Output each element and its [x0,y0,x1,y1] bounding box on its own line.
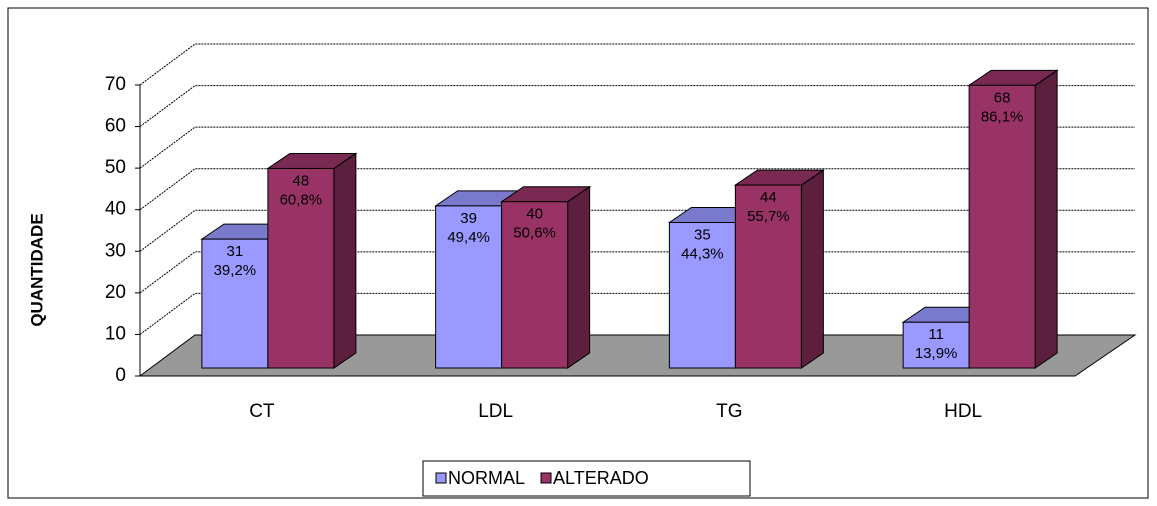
value-label: 31 [227,243,244,260]
value-label: 68 [994,89,1011,106]
legend-swatch [435,472,447,484]
bar-side [333,152,357,369]
bar [500,185,592,369]
share-label: 39,2% [214,262,257,279]
legend: NORMAL ALTERADO [422,460,751,497]
grid-line [139,292,1135,335]
grid-line [139,85,1135,127]
bar [733,169,825,369]
legend-label: NORMAL [448,468,525,488]
y-tick-label: 0 [115,365,126,386]
value-label: 11 [928,326,944,343]
value-label: 40 [526,206,543,223]
share-label: 13,9% [915,345,958,362]
legend-swatch [540,472,552,484]
bar-side [800,169,824,369]
grid-line [139,126,1135,169]
bar-front [267,167,335,369]
y-tick-label: 10 [105,323,126,344]
share-label: 55,7% [747,208,790,225]
y-tick-label: 60 [105,116,126,137]
share-label: 50,6% [513,225,556,242]
bar [266,152,358,369]
bar-side [1034,69,1058,369]
grid-line [139,43,1135,86]
y-tick-label: 40 [105,199,126,220]
legend-label: ALTERADO [553,468,649,488]
x-tick-label: TG [716,401,742,422]
grid-line [139,168,1135,211]
share-label: 49,4% [447,229,490,246]
share-label: 86,1% [981,108,1024,125]
legend-box [422,460,751,497]
bar-front [968,84,1036,369]
x-tick-label: CT [249,401,275,422]
share-label: 44,3% [681,245,724,262]
x-tick-label: HDL [944,401,982,422]
y-tick-label: 50 [105,157,126,178]
bar-front [734,184,802,369]
bar-front [668,222,736,369]
y-axis-title: QUANTIDADE [27,213,46,326]
grid-line [139,209,1135,252]
value-label: 39 [460,210,477,227]
bar-front [902,321,970,369]
y-tick-label: 70 [105,74,126,95]
bar [967,69,1059,369]
share-label: 60,8% [280,191,323,208]
bar-side [567,185,591,369]
value-label: 35 [694,226,711,243]
value-label: 48 [293,172,310,189]
x-tick-label: LDL [478,401,513,422]
value-label: 44 [760,189,777,206]
bar-front [201,238,269,369]
y-tick-label: 20 [105,282,126,303]
y-tick-label: 30 [105,240,126,261]
grid-line [139,251,1135,294]
bar-front [501,201,569,369]
